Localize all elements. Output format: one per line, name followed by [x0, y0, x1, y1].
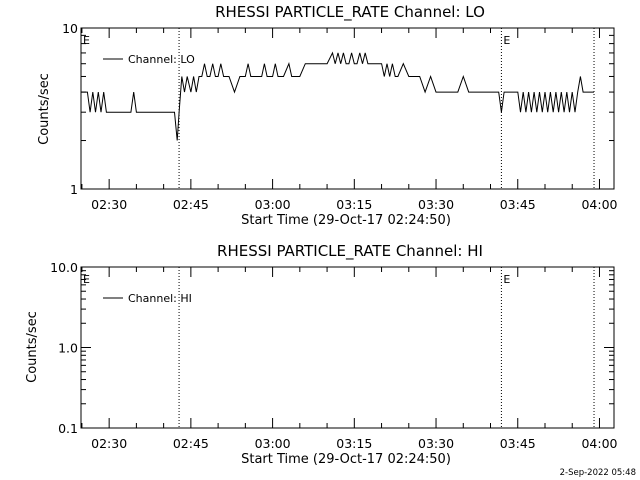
panel-lo-x-tick-labels: 02:30 02:45 03:00 03:15 03:30 03:45 04:00: [91, 197, 617, 212]
y-tick-label: 0.1: [58, 421, 78, 436]
panel-hi-title: RHESSI PARTICLE_RATE Channel: HI: [217, 242, 483, 261]
y-tick-label: 1.0: [58, 341, 78, 356]
x-tick-label: 03:45: [500, 436, 536, 451]
footer-timestamp: 2-Sep-2022 05:48: [560, 468, 636, 478]
x-tick-label: 04:00: [581, 197, 617, 212]
panel-hi-legend: Channel: HI: [103, 292, 192, 305]
panel-lo-ticks: [81, 28, 614, 190]
y-tick-label: 10: [62, 21, 78, 36]
panel-lo: RHESSI PARTICLE_RATE Channel: LO 02:30 02…: [37, 3, 618, 228]
series-line-channel-lo: [81, 51, 594, 141]
event-marker-label: E: [83, 34, 90, 47]
x-tick-label: 03:30: [418, 197, 454, 212]
panel-lo-title: RHESSI PARTICLE_RATE Channel: LO: [215, 3, 485, 22]
panel-lo-legend: Channel: LO: [103, 53, 195, 66]
x-tick-label: 03:15: [336, 197, 372, 212]
event-marker-label: E: [503, 273, 510, 286]
panel-hi: RHESSI PARTICLE_RATE Channel: HI 02:30 02…: [25, 242, 618, 467]
x-tick-label: 04:00: [581, 436, 617, 451]
x-tick-label: 03:30: [418, 436, 454, 451]
panel-hi-x-axis-label: Start Time (29-Oct-17 02:24:50): [241, 452, 451, 467]
panel-lo-x-axis-label: Start Time (29-Oct-17 02:24:50): [241, 213, 451, 228]
x-tick-label: 02:45: [173, 436, 209, 451]
event-marker-label: E: [503, 34, 510, 47]
panel-lo-y-axis-label: Counts/sec: [37, 73, 52, 145]
panel-hi-y-tick-labels: 0.1 1.0 10.0: [50, 260, 78, 436]
y-tick-label: 1: [70, 182, 78, 197]
panel-hi-ticks: [81, 267, 614, 429]
panel-lo-plot-frame: [80, 27, 615, 190]
y-tick-label: 10.0: [50, 260, 78, 275]
x-tick-label: 02:45: [173, 197, 209, 212]
x-tick-label: 03:00: [255, 197, 291, 212]
panel-hi-legend-label: Channel: HI: [128, 292, 192, 305]
panel-lo-legend-label: Channel: LO: [128, 53, 195, 66]
panel-lo-y-tick-labels: 1 10: [62, 21, 78, 197]
x-tick-label: 03:00: [255, 436, 291, 451]
x-tick-label: 02:30: [91, 197, 127, 212]
event-marker-label: E: [83, 273, 90, 286]
x-tick-label: 03:15: [336, 436, 372, 451]
panel-hi-x-tick-labels: 02:30 02:45 03:00 03:15 03:30 03:45 04:00: [91, 436, 617, 451]
x-tick-label: 02:30: [91, 436, 127, 451]
x-tick-label: 03:45: [500, 197, 536, 212]
panel-hi-y-axis-label: Counts/sec: [25, 311, 40, 383]
